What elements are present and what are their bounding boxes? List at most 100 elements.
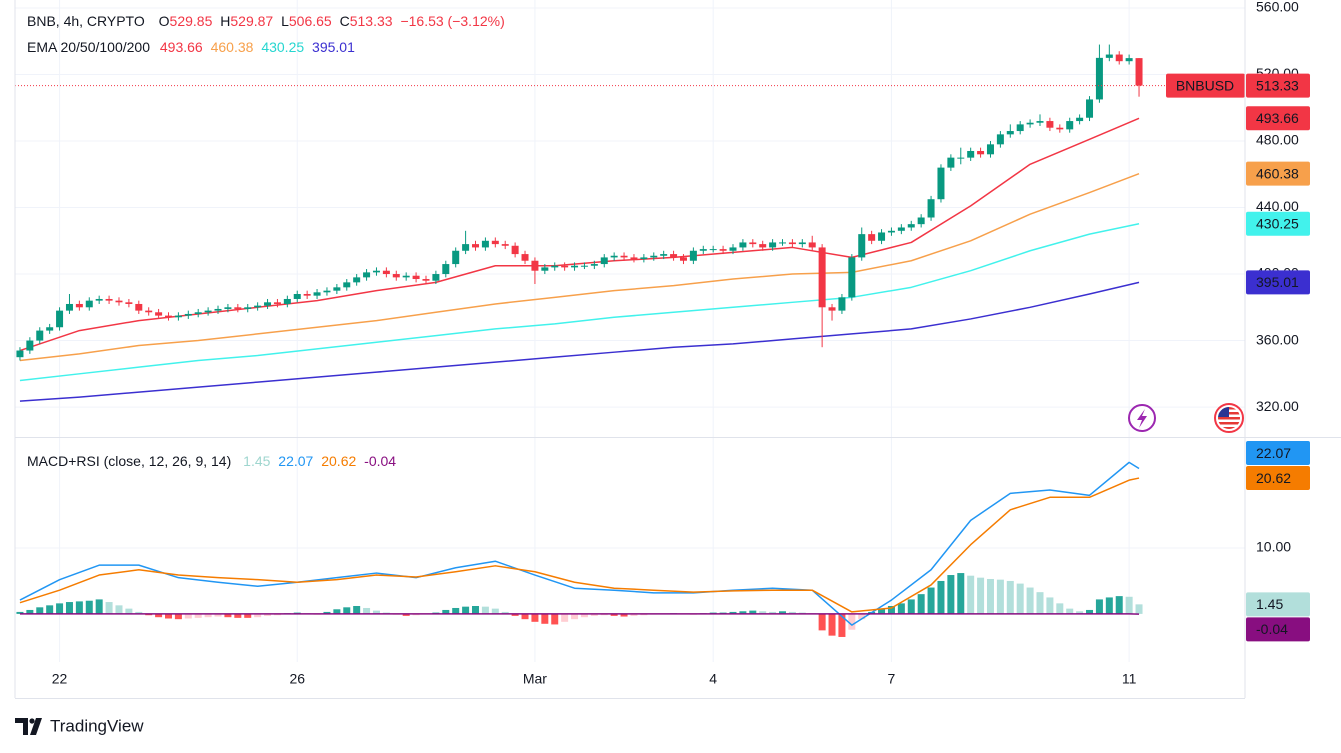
histogram-bar bbox=[620, 613, 628, 617]
price-badge bbox=[1246, 211, 1310, 236]
candle-body bbox=[363, 272, 371, 278]
candle-body bbox=[719, 249, 727, 251]
candle-body bbox=[947, 157, 955, 168]
candle-body bbox=[531, 260, 539, 271]
price-badge-label: 20.62 bbox=[1256, 470, 1291, 486]
histogram-bar bbox=[75, 601, 83, 614]
candle-body bbox=[283, 298, 291, 304]
price-badge-label: 395.01 bbox=[1256, 274, 1299, 290]
symbol-badge bbox=[1166, 73, 1245, 98]
histogram-bar bbox=[46, 605, 54, 614]
x-tick-label: Mar bbox=[523, 671, 547, 687]
candle-body bbox=[204, 310, 212, 313]
candle-body bbox=[343, 282, 351, 288]
price-badge bbox=[1246, 106, 1310, 131]
price-badge-label: 493.66 bbox=[1256, 110, 1299, 126]
candle-body bbox=[273, 302, 281, 304]
histogram-bar bbox=[977, 577, 985, 614]
macd-value: 1.45 bbox=[243, 453, 270, 469]
histogram-bar bbox=[531, 613, 539, 622]
ema-value: 460.38 bbox=[211, 39, 254, 55]
histogram-bar bbox=[521, 613, 529, 620]
ohlc-label: H bbox=[220, 13, 230, 29]
histogram-bar bbox=[571, 613, 579, 620]
candle-body bbox=[254, 305, 262, 308]
candle-body bbox=[996, 134, 1004, 145]
histogram-bar bbox=[947, 575, 955, 614]
candle-body bbox=[511, 245, 519, 255]
histogram-bar bbox=[878, 608, 886, 614]
histogram-bar bbox=[1046, 597, 1054, 614]
histogram-bar bbox=[561, 613, 569, 622]
candle-body bbox=[65, 303, 73, 311]
price-badge-label: 460.38 bbox=[1256, 165, 1299, 181]
ohlc-value: 513.33 bbox=[350, 13, 393, 29]
candle-body bbox=[145, 310, 153, 313]
histogram-bar bbox=[907, 599, 915, 614]
candle-body bbox=[848, 257, 856, 298]
candle-body bbox=[699, 249, 707, 251]
histogram-bar bbox=[244, 613, 252, 618]
candle-body bbox=[759, 244, 767, 248]
histogram-bar bbox=[788, 611, 796, 614]
histogram-bar bbox=[838, 613, 846, 637]
candle-body bbox=[1105, 54, 1113, 58]
histogram-bar bbox=[204, 613, 212, 618]
histogram-bar bbox=[105, 602, 113, 614]
candle-body bbox=[679, 257, 687, 261]
candle-body bbox=[95, 298, 103, 301]
histogram-bar bbox=[16, 611, 24, 614]
histogram-bar bbox=[26, 609, 34, 614]
histogram-bar bbox=[1026, 587, 1034, 614]
candle-body bbox=[561, 265, 569, 268]
histogram-bar bbox=[630, 613, 638, 616]
candle-body bbox=[491, 240, 499, 245]
histogram-bar bbox=[254, 613, 262, 618]
candle-body bbox=[610, 255, 618, 258]
histogram-bar bbox=[848, 613, 856, 630]
symbol-badge-label: BNBUSD bbox=[1176, 77, 1234, 93]
price-badge-label: 22.07 bbox=[1256, 445, 1291, 461]
histogram-bar bbox=[224, 613, 232, 618]
candle-body bbox=[481, 240, 489, 248]
histogram-bar bbox=[333, 609, 341, 614]
y-tick-label: 10.00 bbox=[1256, 539, 1291, 555]
histogram-bar bbox=[1095, 599, 1103, 614]
candle-body bbox=[709, 249, 717, 251]
candle-body bbox=[927, 199, 935, 218]
histogram-bar bbox=[1016, 583, 1024, 614]
histogram-bar bbox=[887, 606, 895, 614]
histogram-bar bbox=[115, 605, 123, 614]
candle-body bbox=[580, 265, 588, 267]
histogram-bar bbox=[590, 613, 598, 616]
candle-body bbox=[333, 287, 341, 291]
axis-layer: 560.00520.00480.00440.00400.00360.00320.… bbox=[52, 0, 1310, 687]
candle-body bbox=[1095, 57, 1103, 100]
indicator-line bbox=[19, 477, 1140, 613]
candle-body bbox=[442, 264, 450, 275]
candle-body bbox=[907, 224, 915, 228]
candle-body bbox=[293, 293, 301, 299]
flag-icon[interactable] bbox=[1214, 403, 1244, 433]
histogram-bar bbox=[1006, 580, 1014, 614]
lightning-icon[interactable] bbox=[1128, 404, 1156, 432]
candle-body bbox=[1086, 99, 1094, 118]
candle-body bbox=[868, 234, 876, 241]
candle-body bbox=[214, 308, 222, 311]
histogram-bar bbox=[174, 613, 182, 620]
histogram-bar bbox=[511, 613, 519, 616]
y-tick-label: 320.00 bbox=[1256, 398, 1299, 414]
macd-legend: MACD+RSI (close, 12, 26, 9, 14) 1.45 22.… bbox=[27, 453, 396, 469]
histogram-bar bbox=[462, 606, 470, 614]
candle-body bbox=[878, 232, 886, 241]
candle-body bbox=[56, 310, 64, 328]
histogram-bar bbox=[1105, 597, 1113, 614]
change: −16.53 (−3.12%) bbox=[400, 13, 504, 29]
histogram-bar bbox=[36, 607, 44, 614]
candle-body bbox=[1076, 117, 1084, 122]
histogram-bar bbox=[828, 613, 836, 636]
candle-body bbox=[402, 275, 410, 278]
